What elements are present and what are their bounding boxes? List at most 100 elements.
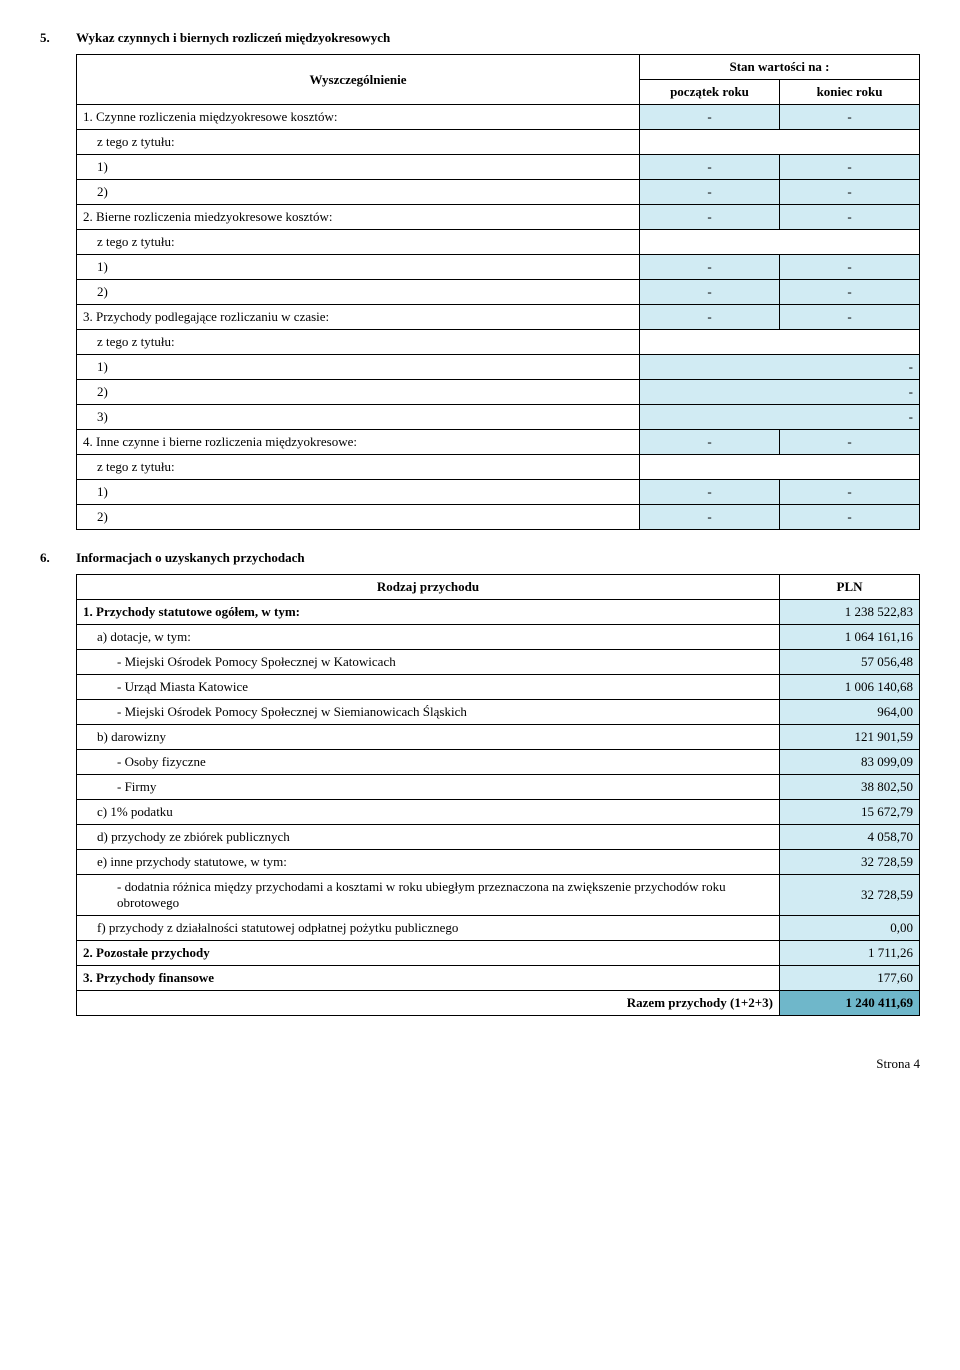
table-row: f) przychody z działalności statutowej o… — [77, 916, 920, 941]
row-value-start: - — [640, 430, 780, 455]
col-poczatek: początek roku — [640, 80, 780, 105]
row-value: 1 006 140,68 — [780, 675, 920, 700]
row-label: c) 1% podatku — [77, 800, 780, 825]
row-value: 57 056,48 — [780, 650, 920, 675]
row-value: 1 711,26 — [780, 941, 920, 966]
table-row: 2)-- — [77, 505, 920, 530]
row-value-start: - — [640, 505, 780, 530]
row-value: 121 901,59 — [780, 725, 920, 750]
row-value: 83 099,09 — [780, 750, 920, 775]
row-value-end: - — [780, 105, 920, 130]
table-row: 1. Przychody statutowe ogółem, w tym:1 2… — [77, 600, 920, 625]
row-label: - dodatnia różnica między przychodami a … — [77, 875, 780, 916]
row-value: 15 672,79 — [780, 800, 920, 825]
table-row: z tego z tytułu: — [77, 330, 920, 355]
table-row: b) darowizny121 901,59 — [77, 725, 920, 750]
row-label: 2. Bierne rozliczenia miedzyokresowe kos… — [77, 205, 640, 230]
table-rozliczenia: Wyszczególnienie Stan wartości na : pocz… — [76, 54, 920, 530]
row-value-start: - — [640, 255, 780, 280]
sum-value: 1 240 411,69 — [780, 991, 920, 1016]
row-label: e) inne przychody statutowe, w tym: — [77, 850, 780, 875]
table-row: c) 1% podatku15 672,79 — [77, 800, 920, 825]
section-5-num: 5. — [40, 30, 76, 46]
row-value-start: - — [640, 180, 780, 205]
row-value: 964,00 — [780, 700, 920, 725]
table-row: 2)-- — [77, 280, 920, 305]
table-row: 1. Czynne rozliczenia międzyokresowe kos… — [77, 105, 920, 130]
row-value: - — [640, 380, 920, 405]
row-label: 1. Czynne rozliczenia międzyokresowe kos… — [77, 105, 640, 130]
row-label: - Miejski Ośrodek Pomocy Społecznej w Si… — [77, 700, 780, 725]
row-value: 1 064 161,16 — [780, 625, 920, 650]
table-row: z tego z tytułu: — [77, 130, 920, 155]
row-label: 1) — [77, 480, 640, 505]
table-row: 2. Pozostałe przychody1 711,26 — [77, 941, 920, 966]
table-row: - Miejski Ośrodek Pomocy Społecznej w Ka… — [77, 650, 920, 675]
row-value: 4 058,70 — [780, 825, 920, 850]
table-row: - Firmy38 802,50 — [77, 775, 920, 800]
row-value-end: - — [780, 155, 920, 180]
col-pln: PLN — [780, 575, 920, 600]
section-5-title: Wykaz czynnych i biernych rozliczeń międ… — [76, 30, 920, 46]
row-label: 1) — [77, 155, 640, 180]
table-przychody: Rodzaj przychodu PLN 1. Przychody statut… — [76, 574, 920, 1016]
row-value-start: - — [640, 305, 780, 330]
row-label: z tego z tytułu: — [77, 455, 640, 480]
row-label: 2) — [77, 380, 640, 405]
table-row: 2. Bierne rozliczenia miedzyokresowe kos… — [77, 205, 920, 230]
row-blank — [640, 455, 920, 480]
table-row: 3. Przychody finansowe177,60 — [77, 966, 920, 991]
table-row: 1)-- — [77, 480, 920, 505]
row-label: 4. Inne czynne i bierne rozliczenia międ… — [77, 430, 640, 455]
row-value-end: - — [780, 205, 920, 230]
row-label: z tego z tytułu: — [77, 130, 640, 155]
row-blank — [640, 330, 920, 355]
row-value-start: - — [640, 280, 780, 305]
table-row: d) przychody ze zbiórek publicznych4 058… — [77, 825, 920, 850]
table-row: a) dotacje, w tym:1 064 161,16 — [77, 625, 920, 650]
table-row: e) inne przychody statutowe, w tym:32 72… — [77, 850, 920, 875]
table-row: 4. Inne czynne i bierne rozliczenia międ… — [77, 430, 920, 455]
col-wyszczegolnienie: Wyszczególnienie — [77, 55, 640, 105]
page-footer: Strona 4 — [40, 1056, 920, 1072]
row-value: 177,60 — [780, 966, 920, 991]
row-value-end: - — [780, 180, 920, 205]
row-value: - — [640, 405, 920, 430]
row-value-end: - — [780, 430, 920, 455]
row-label: 1. Przychody statutowe ogółem, w tym: — [77, 600, 780, 625]
row-value-end: - — [780, 280, 920, 305]
row-label: 2) — [77, 505, 640, 530]
row-label: - Urząd Miasta Katowice — [77, 675, 780, 700]
row-blank — [640, 230, 920, 255]
row-value-end: - — [780, 255, 920, 280]
table-row: 1)-- — [77, 155, 920, 180]
section-6-num: 6. — [40, 550, 76, 566]
row-value-start: - — [640, 155, 780, 180]
section-6-title: Informacjach o uzyskanych przychodach — [76, 550, 920, 566]
row-label: 2) — [77, 280, 640, 305]
row-label: 1) — [77, 255, 640, 280]
row-value-end: - — [780, 505, 920, 530]
table-row: z tego z tytułu: — [77, 230, 920, 255]
row-value: 1 238 522,83 — [780, 600, 920, 625]
row-label: z tego z tytułu: — [77, 230, 640, 255]
row-label: d) przychody ze zbiórek publicznych — [77, 825, 780, 850]
row-label: 2. Pozostałe przychody — [77, 941, 780, 966]
table-row: - Osoby fizyczne83 099,09 — [77, 750, 920, 775]
row-label: b) darowizny — [77, 725, 780, 750]
section-5-heading: 5. Wykaz czynnych i biernych rozliczeń m… — [40, 30, 920, 46]
table-row: 2)- — [77, 380, 920, 405]
table-row: z tego z tytułu: — [77, 455, 920, 480]
row-label: 3) — [77, 405, 640, 430]
row-value-start: - — [640, 205, 780, 230]
row-value: 32 728,59 — [780, 850, 920, 875]
table-row: 3)- — [77, 405, 920, 430]
col-koniec: koniec roku — [780, 80, 920, 105]
row-value: 32 728,59 — [780, 875, 920, 916]
table-row: - Miejski Ośrodek Pomocy Społecznej w Si… — [77, 700, 920, 725]
table-row: - Urząd Miasta Katowice1 006 140,68 — [77, 675, 920, 700]
table-row: - dodatnia różnica między przychodami a … — [77, 875, 920, 916]
table-row: 1)- — [77, 355, 920, 380]
table-row: 2)-- — [77, 180, 920, 205]
row-label: z tego z tytułu: — [77, 330, 640, 355]
